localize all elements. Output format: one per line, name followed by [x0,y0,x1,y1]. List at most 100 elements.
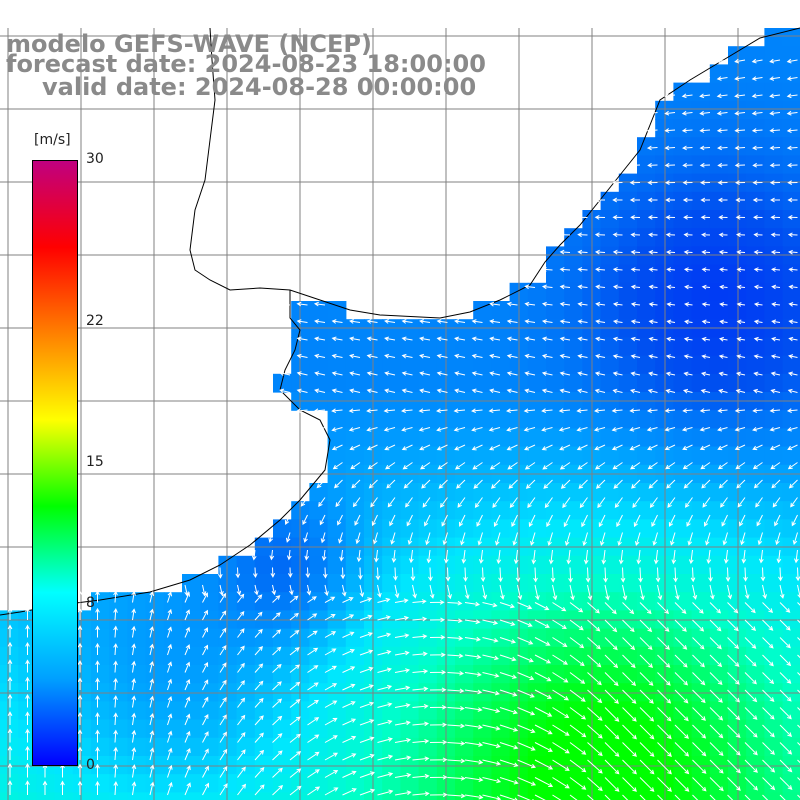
wind-arrow [482,759,502,766]
wind-cell [273,373,292,393]
wind-arrow [579,497,588,509]
wind-arrow [681,128,693,133]
wind-arrow [622,619,635,633]
wind-cell [564,301,583,320]
wind-arrow [727,794,734,800]
wind-arrow [774,514,781,527]
wind-arrow [700,180,711,185]
wind-arrow [665,371,676,377]
wind-cell [527,774,547,793]
wind-cell [345,592,365,611]
wind-arrow [412,634,428,639]
wind-arrow [787,462,798,470]
wind-arrow [254,749,265,761]
wind-cell [200,628,219,648]
wind-cell [473,483,492,502]
wind-arrow [648,371,658,377]
wind-cell [327,574,347,593]
wind-arrow [648,249,658,255]
wind-arrow [744,724,758,738]
wind-arrow [447,670,465,676]
wind-cell [618,555,638,575]
wind-cell [673,173,693,193]
wind-arrow [149,643,155,656]
wind-arrow [412,721,430,727]
wind-arrow [237,593,245,603]
wind-cell [400,483,420,502]
wind-arrow [756,514,763,527]
wind-arrow [630,302,641,307]
wind-arrow [666,249,676,255]
wind-arrow [429,722,448,728]
wind-arrow [699,426,711,432]
wind-arrow [576,444,588,451]
wind-cell [600,446,620,466]
wind-arrow [534,584,540,601]
wind-arrow [769,128,781,133]
wind-arrow [342,614,355,621]
wind-cell [546,792,565,800]
wind-arrow [727,742,741,756]
wind-cell [327,628,347,648]
wind-arrow [616,514,623,528]
wind-arrow [717,180,728,185]
wind-arrow [366,408,378,414]
wind-cell [327,774,347,793]
wind-cell [491,355,511,375]
wind-cell [382,483,401,502]
wind-arrow [769,93,781,99]
wind-arrow [563,514,571,528]
wind-arrow [587,689,603,704]
wind-arrow [744,637,757,649]
wind-arrow [735,232,746,238]
wind-arrow [701,284,711,290]
wind-arrow [320,532,326,544]
wind-arrow [421,479,431,489]
wind-cell [746,555,765,575]
wind-arrow [394,772,412,778]
wind-arrow [202,609,208,621]
wind-arrow [394,584,400,599]
wind-arrow [762,707,775,720]
wind-cell [473,646,492,666]
wind-arrow [254,784,265,796]
wind-cell [564,319,583,338]
wind-arrow [237,697,246,708]
wind-cell [491,428,511,448]
wind-arrow [762,584,767,600]
wind-arrow [307,717,320,726]
wind-arrow [441,514,448,527]
wind-cell [527,756,547,775]
wind-cell [491,701,511,721]
wind-cell [345,737,365,757]
wind-cell [182,701,201,721]
wind-arrow [701,302,711,307]
wind-arrow [419,353,431,359]
wind-cell [618,319,638,338]
wind-cell [546,373,565,393]
wind-arrow [604,724,620,740]
wind-cell [127,701,147,721]
wind-arrow [788,336,798,342]
wind-cell [218,737,238,757]
wind-arrow [464,654,482,660]
wind-arrow [664,408,676,413]
wind-arrow [779,584,785,599]
wind-cell [473,428,492,448]
wind-cell [91,646,110,666]
wind-arrow [406,514,413,527]
wind-cell [291,792,310,800]
wind-arrow [335,497,343,508]
wind-cell [327,410,347,429]
wind-cell [618,301,638,320]
wind-cell [673,137,693,156]
wind-arrow [776,549,782,564]
wind-arrow [657,707,672,722]
wind-cell [691,228,711,247]
wind-cell [527,337,547,357]
wind-arrow [734,444,746,451]
wind-cell [691,264,711,284]
colorbar-tick-label: 8 [86,595,95,612]
wind-arrow [377,684,393,691]
wind-cell [400,555,420,575]
